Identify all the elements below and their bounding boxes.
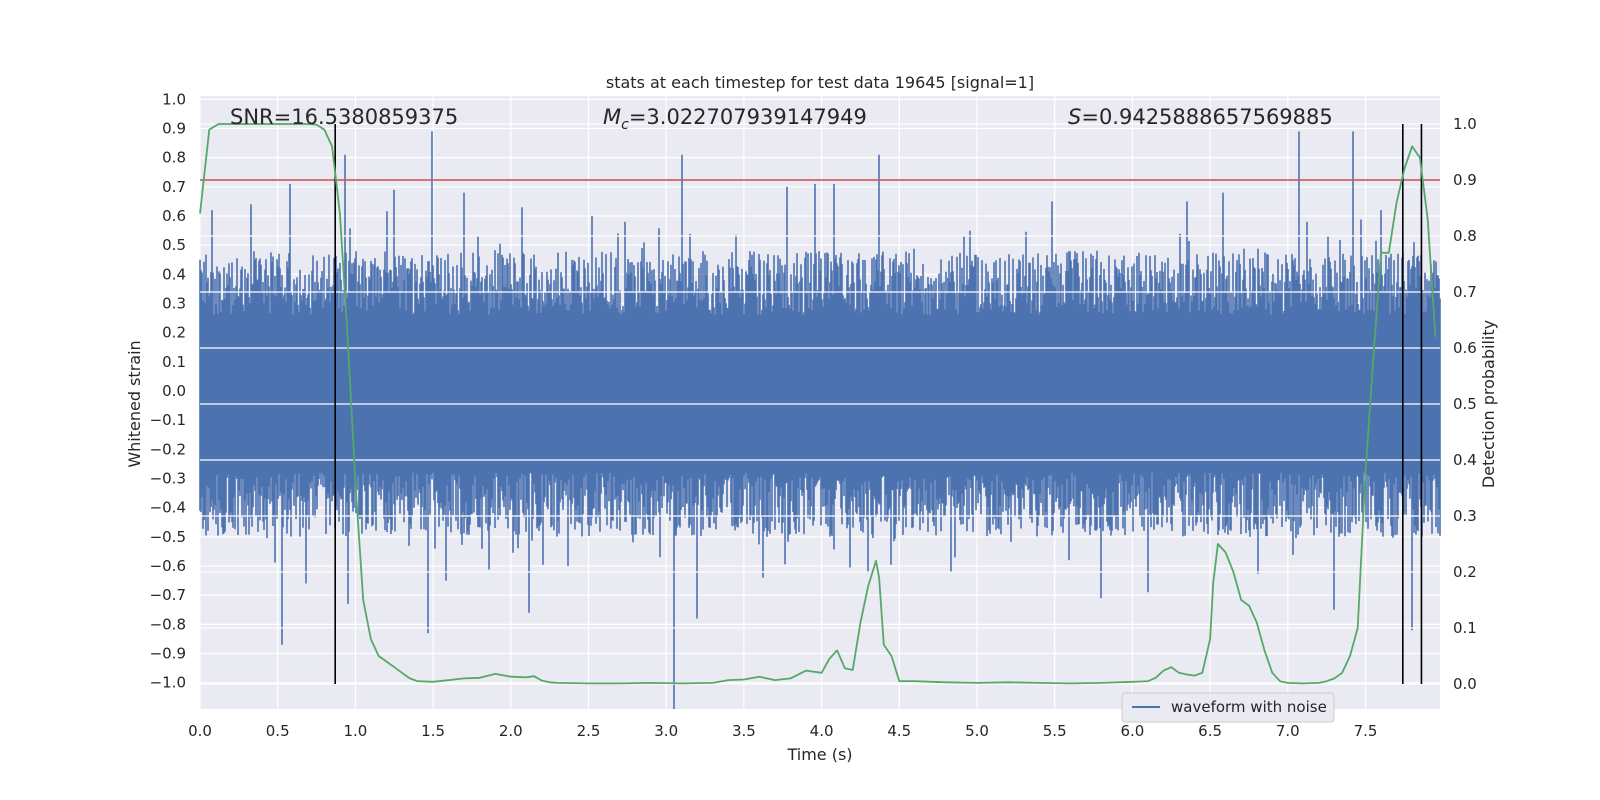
y2-tick-labels: 1.0 0.9 0.8 0.7 0.6 0.5 0.4 0.3 0.2 0.1 0.0 [1453, 115, 1477, 693]
y-tick-label: −0.8 [150, 615, 186, 633]
y-tick-label: 0.4 [162, 265, 186, 283]
probability-line [199, 123, 1437, 685]
mc-symbol: M [603, 105, 621, 129]
x-tick-label: 1.5 [421, 722, 445, 740]
y-tick-label: −0.3 [150, 470, 186, 488]
s-value: =0.9425888657569885 [1081, 105, 1332, 129]
x-tick-label: 3.0 [654, 722, 678, 740]
y2-axis-label: Detection probability [1479, 320, 1498, 488]
y2-tick-label: 0.8 [1453, 227, 1477, 245]
y-tick-label: 0.7 [162, 178, 186, 196]
y-tick-label: 0.9 [162, 119, 186, 137]
y-tick-label: 0.3 [162, 294, 186, 312]
x-tick-label: 7.0 [1276, 722, 1300, 740]
y-tick-label: −0.4 [150, 499, 186, 517]
x-tick-label: 6.0 [1120, 722, 1144, 740]
spin-annotation: S=0.9425888657569885 [1068, 105, 1333, 129]
s-symbol: S [1068, 105, 1081, 129]
y-tick-labels: 1.0 0.9 0.8 0.7 0.6 0.5 0.4 0.3 0.2 0.1 0.0 −0.1 −0.… [150, 90, 186, 691]
x-tick-label: 6.5 [1198, 722, 1222, 740]
snr-annotation: SNR=16.5380859375 [230, 105, 458, 129]
x-tick-label: 3.5 [732, 722, 756, 740]
y-tick-label: 0.5 [162, 236, 186, 254]
y2-tick-label: 0.9 [1453, 171, 1477, 189]
x-tick-label: 0.0 [188, 722, 212, 740]
y2-tick-label: 0.4 [1453, 451, 1477, 469]
y-axis-label: Whitened strain [125, 340, 144, 467]
y-tick-label: 0.8 [162, 149, 186, 167]
waveform-trace [199, 131, 1441, 709]
x-tick-label: 5.0 [965, 722, 989, 740]
y-tick-label: −0.1 [150, 411, 186, 429]
legend-box [1121, 692, 1335, 723]
x-tick-label: 7.5 [1354, 722, 1378, 740]
y2-tick-label: 0.0 [1453, 675, 1477, 693]
legend: waveform with noise [1121, 692, 1335, 723]
x-tick-label: 0.5 [266, 722, 290, 740]
y-tick-label: −1.0 [150, 674, 186, 692]
x-tick-label: 2.0 [499, 722, 523, 740]
mc-value: =3.022707939147949 [629, 105, 867, 129]
legend-entry: waveform with noise [1171, 698, 1327, 716]
y-tick-label: −0.7 [150, 586, 186, 604]
y-tick-label: 0.1 [162, 353, 186, 371]
vertical-markers [334, 124, 1423, 684]
waveform-series [199, 131, 1441, 709]
y-tick-label: −0.6 [150, 557, 186, 575]
y2-tick-label: 0.2 [1453, 563, 1477, 581]
y2-tick-label: 0.7 [1453, 283, 1477, 301]
x-tick-label: 2.5 [577, 722, 601, 740]
x-tick-label: 1.0 [343, 722, 367, 740]
y-tick-label: 0.2 [162, 324, 186, 342]
y-tick-label: 0.0 [162, 382, 186, 400]
y-tick-label: 1.0 [162, 90, 186, 108]
y2-tick-label: 0.5 [1453, 395, 1477, 413]
y2-tick-label: 0.3 [1453, 507, 1477, 525]
x-tick-label: 5.5 [1043, 722, 1067, 740]
x-tick-label: 4.5 [887, 722, 911, 740]
x-tick-labels: 0.0 0.5 1.0 1.5 2.0 2.5 3.0 3.5 4.0 4.5 5.0 5.5 6.0 6… [188, 722, 1377, 740]
x-axis-label: Time (s) [786, 745, 852, 764]
chirp-mass-annotation: Mc=3.022707939147949 [603, 105, 867, 133]
y2-tick-label: 0.1 [1453, 619, 1477, 637]
y-tick-label: −0.5 [150, 528, 186, 546]
y2-tick-label: 1.0 [1453, 115, 1477, 133]
mc-subscript: c [621, 117, 629, 133]
y2-tick-label: 0.6 [1453, 339, 1477, 357]
y-tick-label: 0.6 [162, 207, 186, 225]
x-tick-label: 4.0 [810, 722, 834, 740]
chart-title: stats at each timestep for test data 196… [606, 73, 1034, 92]
probability-series [199, 123, 1437, 685]
y-tick-label: −0.9 [150, 645, 186, 663]
y-tick-label: −0.2 [150, 440, 186, 458]
